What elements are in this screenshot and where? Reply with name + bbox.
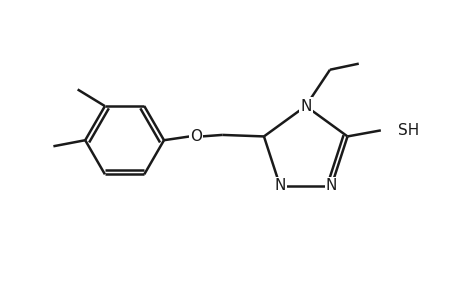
Text: O: O — [190, 129, 202, 144]
Text: N: N — [299, 99, 311, 114]
Text: N: N — [325, 178, 336, 193]
Text: N: N — [274, 178, 285, 193]
Text: SH: SH — [397, 123, 419, 138]
